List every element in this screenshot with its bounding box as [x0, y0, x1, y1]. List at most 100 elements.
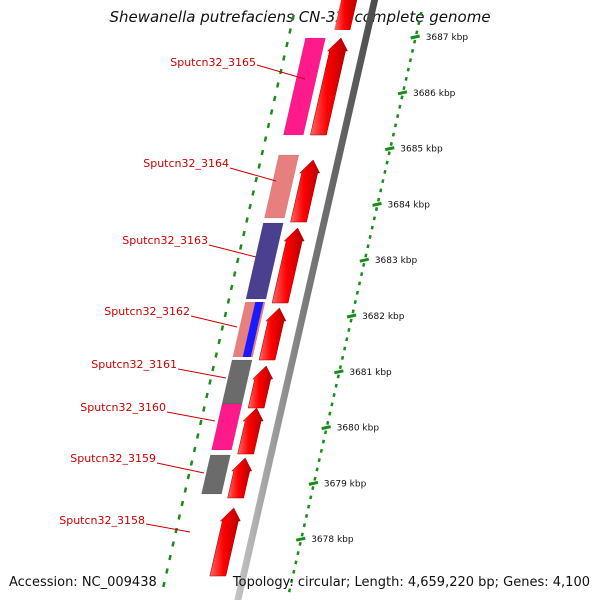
outer-dot — [302, 523, 307, 528]
outer-dot — [364, 253, 368, 258]
genome-title: Shewanella putrefaciens CN-32, complete … — [109, 8, 491, 26]
gene-label[interactable]: Sputcn32_3165 — [170, 56, 256, 69]
inner-dot — [214, 352, 218, 358]
scale-tick-label: 3683 kbp — [375, 256, 418, 266]
gene-label-leader — [190, 315, 238, 328]
outer-dot — [389, 141, 393, 146]
outer-dot — [317, 458, 321, 463]
outer-dot — [338, 365, 343, 370]
outer-dot — [290, 579, 294, 584]
outer-dot — [372, 216, 376, 221]
outer-dot — [360, 272, 364, 277]
inner-dot — [189, 460, 194, 466]
gene-label[interactable]: Sputcn32_3161 — [91, 358, 177, 371]
scale-tick-mark — [384, 146, 395, 152]
inner-dot — [251, 190, 255, 196]
scale-tick-label: 3684 kbp — [388, 200, 431, 210]
cds-arrow[interactable] — [209, 507, 241, 577]
inner-dot — [162, 581, 166, 588]
inner-dot — [168, 554, 172, 561]
scale-tick-mark — [321, 425, 331, 431]
cds-arrow[interactable] — [247, 365, 274, 409]
scale-tick-mark — [334, 369, 344, 375]
inner-dot — [171, 541, 175, 547]
cds-arrow[interactable] — [290, 159, 321, 223]
gene-label-leader — [256, 64, 306, 80]
scale-tick-label: 3678 kbp — [311, 535, 354, 545]
inner-dot — [254, 176, 259, 183]
outer-dot — [307, 504, 311, 509]
cog-block — [201, 454, 231, 495]
gene-label[interactable]: Sputcn32_3163 — [122, 234, 208, 247]
inner-dot — [263, 136, 268, 142]
outer-dot — [362, 262, 366, 267]
inner-dot — [192, 446, 197, 453]
outer-dot — [366, 244, 370, 249]
outer-dot — [351, 309, 355, 314]
outer-dot — [353, 300, 357, 305]
outer-dot — [376, 197, 381, 202]
inner-dot — [245, 217, 249, 223]
outer-dot — [319, 448, 323, 453]
gene-label-leader — [208, 244, 257, 258]
scale-tick-mark — [397, 90, 408, 96]
gene-label[interactable]: Sputcn32_3160 — [80, 401, 166, 414]
outer-dot — [294, 560, 298, 565]
outer-dot — [336, 374, 340, 379]
scale-tick-label: 3682 kbp — [362, 312, 405, 322]
cog-block — [221, 359, 253, 405]
outer-dot — [330, 402, 334, 407]
outer-dot — [313, 476, 317, 481]
cds-arrow[interactable] — [310, 37, 348, 136]
cds-arrow[interactable] — [258, 307, 287, 361]
scale-tick-label: 3680 kbp — [337, 424, 380, 434]
gene-label[interactable]: Sputcn32_3158 — [59, 514, 145, 527]
gene-label-leader — [145, 523, 191, 533]
gene-label[interactable]: Sputcn32_3159 — [70, 452, 156, 465]
outer-dot — [374, 207, 379, 212]
inner-dot — [177, 514, 182, 520]
outer-dot — [334, 383, 338, 388]
inner-dot — [208, 379, 212, 385]
inner-dot — [183, 487, 188, 493]
outer-dot — [398, 104, 402, 109]
cds-arrow[interactable] — [237, 407, 264, 455]
outer-dot — [321, 439, 326, 444]
inner-dot — [248, 203, 252, 210]
outer-dot — [413, 39, 417, 44]
cds-arrow[interactable] — [227, 457, 253, 499]
scale-tick-mark — [372, 201, 382, 207]
outer-dot — [347, 327, 351, 332]
accession-text: Accession: NC_009438 — [9, 575, 157, 590]
gene-label[interactable]: Sputcn32_3162 — [104, 305, 190, 318]
outer-dot — [368, 234, 372, 239]
inner-dot — [272, 95, 277, 102]
gene-label[interactable]: Sputcn32_3164 — [143, 157, 229, 170]
outer-dot — [332, 393, 336, 398]
outer-dot — [292, 569, 296, 574]
inner-dot — [186, 473, 191, 480]
inner-dot — [217, 338, 222, 345]
inner-dot — [235, 257, 240, 264]
inner-dot — [165, 568, 169, 574]
scale-tick-mark — [410, 34, 421, 40]
outer-dot — [385, 160, 389, 165]
scale-tick-mark — [295, 536, 306, 542]
outer-dot — [383, 169, 387, 174]
inner-dot — [232, 271, 237, 277]
outer-dot — [340, 355, 345, 360]
scale-tick-mark — [359, 257, 370, 263]
cog-block — [264, 154, 300, 219]
inner-dot — [257, 163, 262, 169]
outer-dot — [315, 467, 319, 472]
outer-dot — [311, 486, 315, 491]
inner-dot — [220, 325, 225, 331]
inner-dot — [291, 14, 295, 21]
inner-dot — [180, 500, 185, 507]
inner-dot — [266, 122, 271, 129]
outer-dot — [391, 132, 396, 137]
scale-tick-label: 3681 kbp — [349, 368, 392, 378]
inner-dot — [211, 365, 215, 372]
cds-arrow[interactable] — [271, 227, 305, 304]
